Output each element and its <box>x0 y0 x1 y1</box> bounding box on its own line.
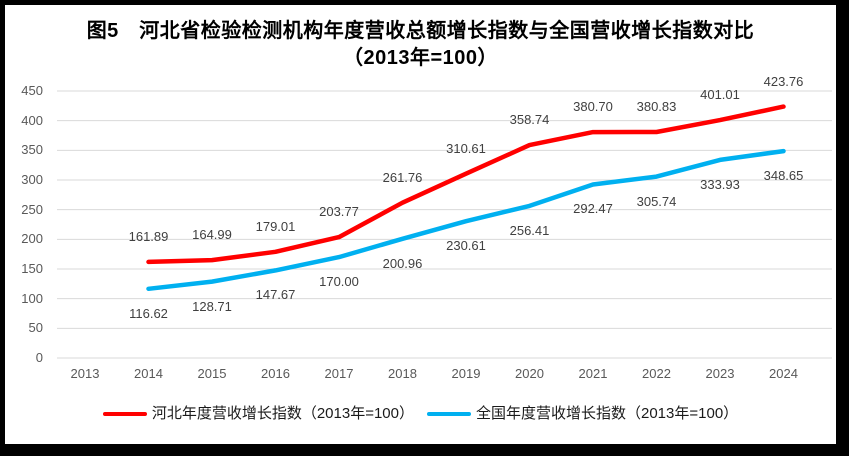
data-label: 256.41 <box>509 223 550 238</box>
hebei-series-swatch-icon <box>102 411 147 417</box>
data-label: 401.01 <box>700 87 740 102</box>
x-tick-label: 2015 <box>197 366 227 381</box>
data-label: 161.89 <box>128 229 169 244</box>
national-series-swatch-icon <box>427 411 471 417</box>
x-tick-label: 2013 <box>70 366 100 381</box>
data-label: 164.99 <box>192 227 232 242</box>
y-tick-label: 50 <box>28 320 43 336</box>
data-label: 333.93 <box>700 177 740 192</box>
y-tick-label: 150 <box>21 261 43 276</box>
x-tick-label: 2017 <box>324 366 354 381</box>
data-label: 128.71 <box>192 299 232 314</box>
chart-svg <box>57 90 832 359</box>
plot-area: 0 50 100 150 200 250 300 350 400 450 2013 2014 2015 2… <box>5 5 836 444</box>
data-label: 348.65 <box>763 168 804 183</box>
series-line-0 <box>146 104 786 265</box>
data-label: 358.74 <box>509 112 550 127</box>
chart-title: 图5 河北省检验检测机构年度营收总额增长指数与全国营收增长指数对比 （2013年… <box>5 18 836 72</box>
chart-title-line2: （2013年=100） <box>342 47 499 69</box>
data-label: 310.61 <box>446 141 486 156</box>
data-label: 116.62 <box>129 306 168 321</box>
national-series-label: 全国年度营收增长指数（2013年=100） <box>476 405 739 422</box>
data-label: 147.67 <box>255 287 296 302</box>
data-label: 179.01 <box>255 219 296 234</box>
data-label: 292.47 <box>573 201 613 216</box>
y-tick-label: 250 <box>21 201 43 217</box>
x-tick-label: 2023 <box>705 366 735 381</box>
hebei-series-label: 河北年度营收增长指数（2013年=100） <box>151 405 414 422</box>
x-tick-label: 2021 <box>578 366 608 381</box>
series-line-1 <box>146 148 786 292</box>
y-tick-label: 0 <box>35 350 43 365</box>
x-tick-label: 2022 <box>642 366 671 381</box>
data-label: 170.00 <box>319 274 359 289</box>
y-tick-label: 100 <box>21 290 43 306</box>
data-label: 305.74 <box>636 194 677 209</box>
data-label: 203.77 <box>319 204 359 219</box>
legend-item-hebei: 河北年度营收增长指数（2013年=100） <box>102 404 414 424</box>
data-label: 200.96 <box>382 256 423 271</box>
x-tick-label: 2016 <box>261 366 290 381</box>
y-tick-label: 450 <box>21 83 43 98</box>
y-tick-label: 350 <box>21 142 43 158</box>
data-label: 423.76 <box>763 74 804 89</box>
data-label: 261.76 <box>382 170 423 185</box>
x-tick-label: 2020 <box>515 366 544 381</box>
x-tick-label: 2024 <box>769 366 798 381</box>
legend-item-national: 全国年度营收增长指数（2013年=100） <box>427 404 738 424</box>
chart-canvas: 图5 河北省检验检测机构年度营收总额增长指数与全国营收增长指数对比 （2013年… <box>5 5 836 444</box>
chart-title-line1: 图5 河北省检验检测机构年度营收总额增长指数与全国营收增长指数对比 <box>86 20 755 42</box>
x-tick-label: 2018 <box>388 366 417 381</box>
data-label: 380.70 <box>573 99 613 114</box>
x-tick-label: 2014 <box>134 366 163 381</box>
y-tick-label: 400 <box>21 112 43 128</box>
y-tick-label: 300 <box>21 172 43 187</box>
data-label: 230.61 <box>446 238 486 253</box>
legend: 河北年度营收增长指数（2013年=100） 全国年度营收增长指数（2013年=1… <box>5 404 836 424</box>
x-tick-label: 2019 <box>451 366 481 381</box>
y-tick-label: 200 <box>21 231 43 247</box>
data-label: 380.83 <box>636 99 677 114</box>
